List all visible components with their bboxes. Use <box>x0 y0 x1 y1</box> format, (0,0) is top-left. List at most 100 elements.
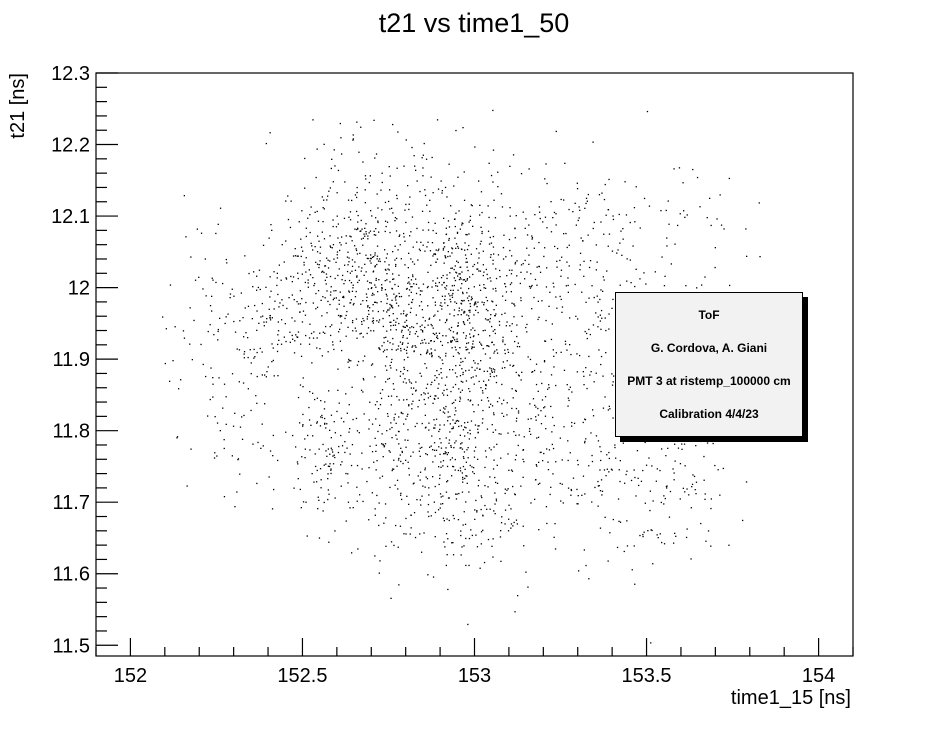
data-point <box>420 329 422 331</box>
data-point <box>405 139 407 141</box>
data-point <box>493 253 495 255</box>
data-point <box>416 180 418 182</box>
data-point <box>465 370 467 372</box>
data-point <box>460 278 462 280</box>
data-point <box>522 476 524 478</box>
data-point <box>440 340 442 343</box>
data-point <box>287 218 290 221</box>
data-point <box>478 257 480 259</box>
data-point <box>435 418 438 420</box>
data-point <box>377 207 379 209</box>
data-point <box>465 427 467 429</box>
data-point <box>667 447 669 449</box>
data-point <box>428 515 430 518</box>
data-point <box>446 376 448 378</box>
data-point <box>400 350 402 352</box>
data-point <box>520 299 522 302</box>
data-point <box>256 329 258 331</box>
data-point <box>587 193 589 196</box>
data-point <box>376 401 378 403</box>
data-point <box>321 231 323 233</box>
data-point <box>434 485 436 488</box>
data-point <box>659 469 661 472</box>
data-point <box>427 574 429 576</box>
data-point <box>480 226 482 228</box>
data-point <box>186 485 188 487</box>
data-point <box>464 254 467 256</box>
data-point <box>441 377 443 379</box>
data-point <box>439 438 441 440</box>
data-point <box>270 224 272 226</box>
data-point <box>475 303 477 305</box>
data-point <box>404 326 406 328</box>
data-point <box>421 309 423 311</box>
data-point <box>354 194 357 196</box>
data-point <box>299 488 301 491</box>
data-point <box>507 453 509 455</box>
data-point <box>478 425 480 427</box>
data-point <box>446 277 448 280</box>
data-point <box>454 346 456 348</box>
data-point <box>661 541 663 544</box>
data-point <box>491 424 493 426</box>
data-point <box>498 397 501 399</box>
data-point <box>440 302 442 304</box>
data-point <box>470 420 473 422</box>
data-point <box>319 252 321 254</box>
data-point <box>407 342 409 344</box>
data-point <box>443 541 445 543</box>
data-point <box>392 324 395 326</box>
data-point <box>313 481 315 483</box>
data-point <box>582 240 584 242</box>
data-point <box>254 304 256 307</box>
data-point <box>480 240 482 242</box>
data-point <box>600 479 603 481</box>
data-point <box>365 231 367 233</box>
data-point <box>526 234 529 236</box>
data-point <box>406 495 408 497</box>
data-point <box>370 287 372 290</box>
data-point <box>438 281 440 284</box>
data-point <box>432 280 434 282</box>
data-point <box>217 223 219 225</box>
y-tick-label: 12.1 <box>51 206 90 228</box>
data-point <box>584 330 586 333</box>
data-point <box>269 296 271 298</box>
data-point <box>461 472 463 474</box>
data-point <box>357 281 359 284</box>
data-point <box>649 509 651 512</box>
data-point <box>356 191 358 194</box>
data-point <box>626 520 628 522</box>
data-point <box>269 315 271 317</box>
data-point <box>466 342 468 345</box>
data-point <box>322 331 324 333</box>
data-point <box>376 193 378 195</box>
data-point <box>172 360 174 362</box>
data-point <box>569 386 571 388</box>
data-point <box>315 308 317 310</box>
data-point <box>539 217 541 220</box>
data-point <box>576 353 578 355</box>
data-point <box>185 236 187 238</box>
data-point <box>513 521 515 524</box>
data-point <box>717 469 719 471</box>
data-point <box>585 438 587 440</box>
data-point <box>434 427 436 429</box>
data-point <box>522 263 524 265</box>
data-point <box>365 293 368 295</box>
data-point <box>460 299 463 302</box>
data-point <box>663 495 665 497</box>
data-point <box>324 422 326 424</box>
data-point <box>397 249 399 251</box>
data-point <box>479 214 481 216</box>
data-point <box>622 238 624 240</box>
data-point <box>593 381 595 383</box>
data-point <box>457 245 459 248</box>
data-point <box>490 449 492 451</box>
data-point <box>327 465 330 467</box>
data-point <box>480 387 482 389</box>
data-point <box>463 322 465 324</box>
data-point <box>449 423 451 425</box>
data-point <box>343 217 346 219</box>
data-point <box>410 291 412 293</box>
